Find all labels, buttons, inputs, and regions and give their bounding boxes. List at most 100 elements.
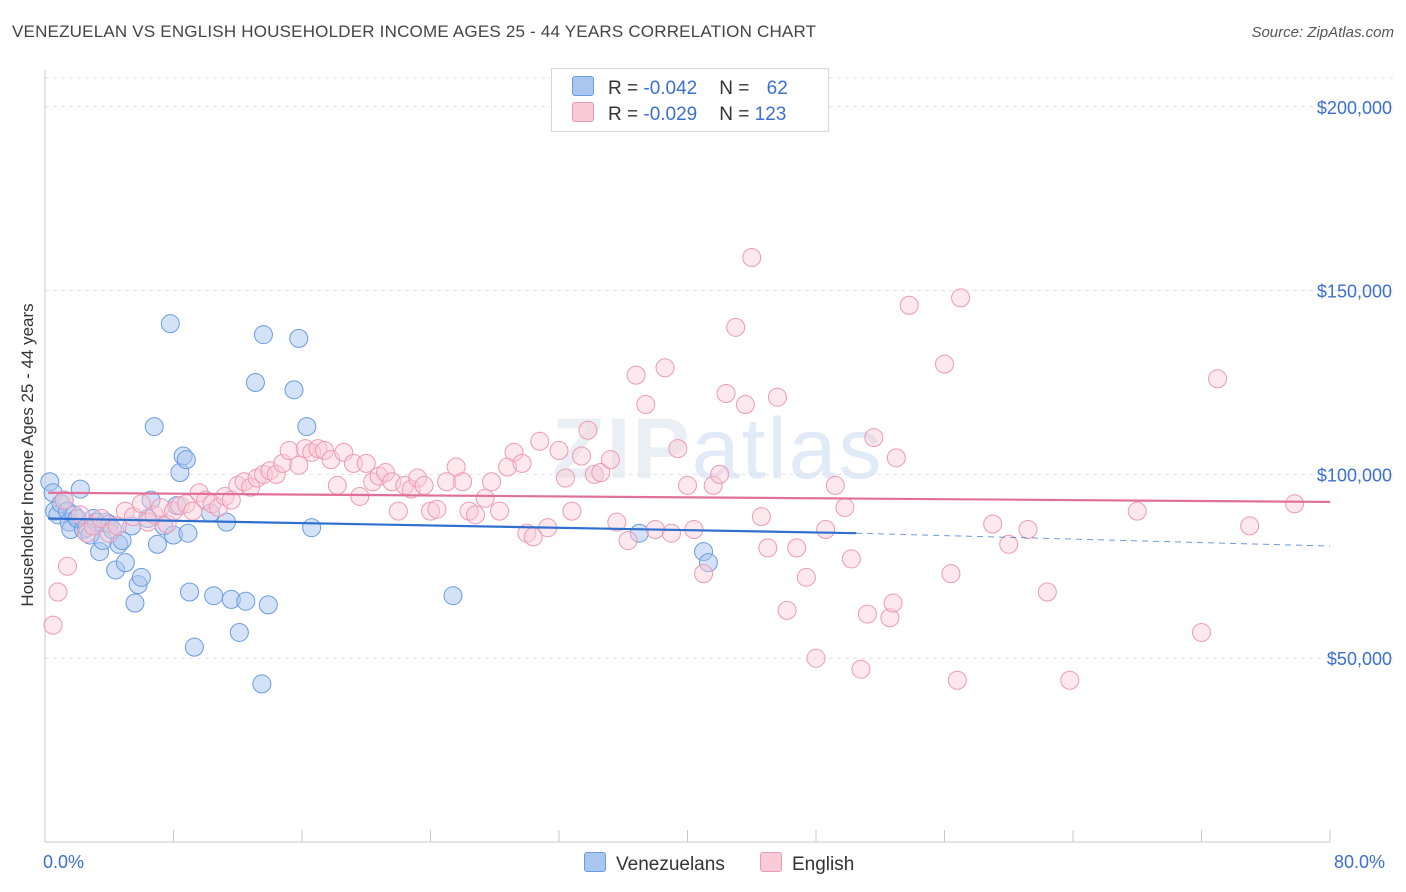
english-point [767, 387, 787, 407]
legend-swatch-venezuelans [572, 76, 594, 96]
venezuelans-point [70, 479, 90, 499]
english-point [77, 523, 97, 543]
venezuelans-point [284, 380, 304, 400]
english-point [382, 472, 402, 492]
english-point [465, 505, 485, 525]
bottom-legend-swatch-venezuelans [584, 852, 606, 872]
english-point [618, 531, 638, 551]
english-point [408, 468, 428, 488]
venezuelans-point [131, 567, 151, 587]
bottom-legend-venezuelans: Venezuelans [584, 852, 725, 876]
english-point [626, 365, 646, 385]
legend-r-value: -0.042 [643, 78, 698, 99]
chart-title: VENEZUELAN VS ENGLISH HOUSEHOLDER INCOME… [12, 22, 817, 41]
english-point [350, 486, 370, 506]
english-point [1018, 520, 1038, 540]
english-point [841, 549, 861, 569]
venezuelans-point [253, 325, 273, 345]
english-point [787, 538, 807, 558]
english-point [735, 395, 755, 415]
english-point [490, 501, 510, 521]
english-point [806, 648, 826, 668]
watermark: ZIPatlas [552, 400, 883, 499]
legend-row-venezuelans: R = -0.042 N = 62 [572, 76, 788, 100]
english-point [941, 564, 961, 584]
bottom-legend-label-venezuelans: Venezuelans [616, 854, 725, 875]
legend-n-label: N = [719, 78, 755, 99]
watermark-bold: ZIP [552, 401, 692, 497]
english-point [234, 472, 254, 492]
english-point [694, 564, 714, 584]
venezuelans-point [184, 637, 204, 657]
english-point [661, 523, 681, 543]
venezuelans-point [115, 553, 135, 573]
venezuelans-point [160, 314, 180, 334]
english-point [57, 556, 77, 576]
stats-legend: R = -0.042 N = 62 R = -0.029 N = 123 [551, 68, 829, 132]
english-point [710, 464, 730, 484]
y-tick-label: $50,000 [1327, 649, 1392, 669]
legend-r-label: R = [608, 104, 644, 125]
y-tick-label: $150,000 [1317, 282, 1392, 302]
english-point [289, 455, 309, 475]
y-axis-label: Householder Income Ages 25 - 44 years [18, 303, 37, 607]
english-point [1192, 622, 1211, 642]
x-tick-label-max: 80.0% [1334, 852, 1386, 872]
y-tick-label: $200,000 [1317, 98, 1392, 118]
venezuelans-point [180, 582, 200, 602]
legend-r-value: -0.029 [643, 104, 698, 125]
english-point [459, 501, 479, 521]
bottom-legend-english: English [760, 852, 854, 876]
english-point [716, 384, 736, 404]
venezuelans-point [178, 523, 198, 543]
english-point [327, 475, 347, 495]
english-point [1060, 670, 1080, 690]
english-point [170, 496, 190, 516]
english-point [388, 501, 408, 521]
english-point [751, 507, 771, 527]
english-point [512, 453, 532, 473]
english-point [835, 497, 855, 517]
english-point [107, 516, 127, 536]
legend-n-value: 62 [766, 78, 788, 99]
english-point [555, 468, 575, 488]
venezuelans-point [144, 417, 164, 437]
english-point [54, 490, 74, 510]
bottom-legend-swatch-english [760, 852, 782, 872]
english-point [883, 593, 903, 613]
english-point [363, 472, 383, 492]
english-point [655, 358, 675, 378]
english-point [983, 514, 1003, 534]
english-point [999, 534, 1019, 554]
english-point [48, 582, 68, 602]
english-point [825, 475, 845, 495]
venezuelans-point [252, 674, 272, 694]
bottom-legend-label-english: English [792, 854, 855, 875]
english-point [482, 472, 502, 492]
english-point [530, 431, 550, 451]
english-point [131, 494, 151, 514]
english-point [668, 439, 688, 459]
legend-r-label: R = [608, 78, 644, 99]
english-point [1127, 501, 1147, 521]
english-point [742, 247, 762, 267]
x-tick-label-min: 0.0% [43, 852, 85, 872]
venezuelans-point [141, 490, 161, 510]
english-point [851, 659, 871, 679]
source-label: Source: ZipAtlas.com [1251, 24, 1394, 41]
english-point [1240, 516, 1260, 536]
english-point [816, 520, 836, 540]
english-point [266, 464, 286, 484]
english-point [437, 472, 457, 492]
english-point [453, 472, 473, 492]
legend-n-value: 123 [754, 104, 787, 125]
english-point [607, 512, 627, 532]
english-point [138, 512, 158, 532]
english-point [427, 499, 447, 519]
english-point [1208, 369, 1228, 389]
venezuelans-point [289, 328, 309, 348]
english-point [99, 523, 119, 543]
venezuelans-point [229, 622, 249, 642]
legend-row-english: R = -0.029 N = 123 [572, 102, 786, 126]
english-trend-line [48, 491, 1331, 504]
